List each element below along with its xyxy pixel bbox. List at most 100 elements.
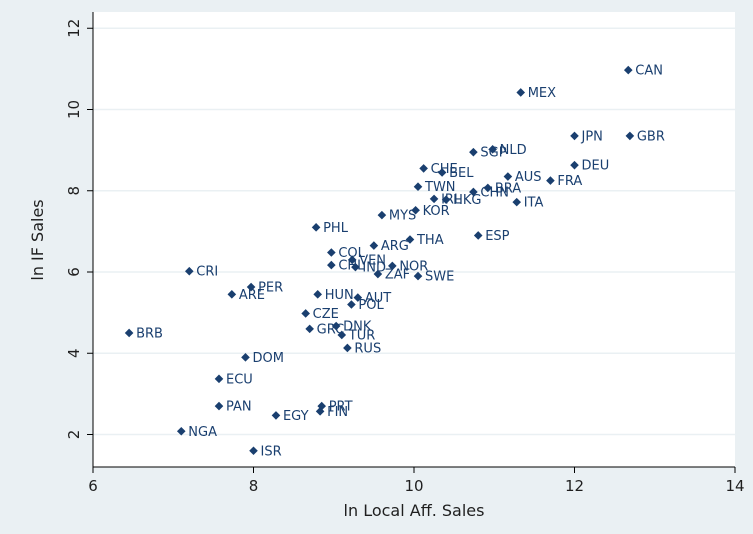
y-tick-label: 6 <box>65 267 83 277</box>
point-marker-aus <box>503 172 513 181</box>
point-marker-ven <box>347 255 357 265</box>
point-marker-cri <box>185 266 194 276</box>
point-marker-hkg <box>441 195 451 204</box>
point-label-nor: NOR <box>399 259 428 274</box>
point-marker-mex <box>516 88 526 97</box>
point-marker-aut <box>353 293 363 302</box>
point-label-ecu: ECU <box>226 372 253 387</box>
point-label-swe: SWE <box>425 270 454 285</box>
point-marker-col <box>327 248 336 257</box>
point-marker-deu <box>570 160 579 170</box>
point-label-hun: HUN <box>325 288 354 303</box>
y-tick-label: 8 <box>65 186 83 196</box>
point-label-deu: DEU <box>582 159 610 174</box>
point-marker-jpn <box>570 131 579 141</box>
x-tick-label: 8 <box>249 477 259 495</box>
x-tick-label: 12 <box>565 477 584 495</box>
point-marker-isr <box>249 446 258 456</box>
point-marker-ecu <box>214 374 224 384</box>
point-marker-dnk <box>331 321 341 331</box>
point-label-jpn: JPN <box>581 129 603 144</box>
point-label-zaf: ZAF <box>385 268 410 283</box>
point-marker-irl <box>429 194 439 204</box>
point-label-dnk: DNK <box>343 320 372 335</box>
point-marker-tha <box>405 235 415 244</box>
point-label-prt: PRT <box>329 400 353 415</box>
point-marker-dom <box>241 353 250 362</box>
point-label-bra: BRA <box>495 181 521 196</box>
point-label-sgp: SGP <box>480 146 506 161</box>
x-axis-title: ln Local Aff. Sales <box>344 501 485 520</box>
gridlines <box>93 27 735 436</box>
point-marker-hun <box>313 290 322 299</box>
point-label-brb: BRB <box>136 326 163 341</box>
point-label-mex: MEX <box>528 86 556 101</box>
point-label-bel: BEL <box>449 166 474 181</box>
point-marker-ind <box>351 262 360 272</box>
point-label-ven: VEN <box>359 253 386 268</box>
point-label-grc: GRC <box>317 322 345 337</box>
point-label-pol: POL <box>358 298 384 313</box>
point-label-mys: MYS <box>389 209 416 224</box>
point-marker-pol <box>347 300 356 309</box>
point-marker-can <box>623 65 633 75</box>
x-tick-label: 6 <box>88 477 98 495</box>
y-tick-label: 12 <box>65 19 83 38</box>
point-marker-phl <box>311 223 321 232</box>
point-marker-cze <box>301 309 310 318</box>
point-marker-tur <box>337 330 347 340</box>
point-marker-brb <box>124 328 134 338</box>
point-label-are: ARE <box>239 288 265 303</box>
point-marker-grc <box>305 324 314 334</box>
point-marker-fra <box>546 176 555 185</box>
point-label-chl: CHL <box>338 259 365 274</box>
point-marker-rus <box>343 343 352 353</box>
point-marker-bel <box>437 168 447 177</box>
point-marker-sgp <box>469 147 478 157</box>
point-label-esp: ESP <box>485 229 509 244</box>
point-label-cze: CZE <box>313 307 339 322</box>
point-label-aut: AUT <box>365 291 391 306</box>
point-label-hkg: HKG <box>453 193 481 208</box>
point-label-dom: DOM <box>252 351 283 366</box>
point-marker-mys <box>377 210 387 220</box>
point-label-aus: AUS <box>515 170 542 185</box>
point-marker-zaf <box>373 269 383 279</box>
point-label-chn: CHN <box>480 185 509 200</box>
point-label-per: PER <box>258 281 283 296</box>
point-label-nld: NLD <box>500 143 527 158</box>
y-tick-label: 4 <box>65 348 83 358</box>
point-label-kor: KOR <box>423 204 450 219</box>
point-label-pan: PAN <box>226 400 252 415</box>
point-marker-chl <box>327 260 336 270</box>
point-marker-nor <box>388 261 397 271</box>
point-label-fra: FRA <box>557 174 582 189</box>
x-tick-label: 14 <box>725 477 744 495</box>
point-marker-swe <box>413 271 423 281</box>
point-label-isr: ISR <box>261 444 282 459</box>
point-label-twn: TWN <box>424 180 456 195</box>
point-marker-nga <box>176 426 186 436</box>
point-label-ita: ITA <box>524 196 544 211</box>
point-marker-chn <box>469 187 478 197</box>
point-label-gbr: GBR <box>637 129 665 144</box>
point-label-arg: ARG <box>381 239 409 254</box>
point-marker-pan <box>214 401 224 411</box>
point-label-rus: RUS <box>354 341 381 356</box>
point-label-tha: THA <box>416 233 444 248</box>
point-marker-fin <box>315 407 325 416</box>
point-label-cri: CRI <box>196 265 218 280</box>
point-marker-nld <box>488 145 497 154</box>
point-label-nga: NGA <box>188 425 217 440</box>
point-marker-arg <box>369 241 379 250</box>
point-label-egy: EGY <box>283 409 309 424</box>
point-label-ind: IND <box>362 261 386 276</box>
point-label-fin: FIN <box>327 405 348 420</box>
y-tick-label: 10 <box>65 100 83 119</box>
point-marker-twn <box>413 182 423 191</box>
x-tick-label: 10 <box>404 477 423 495</box>
point-label-can: CAN <box>635 64 663 79</box>
point-marker-ita <box>512 197 522 207</box>
